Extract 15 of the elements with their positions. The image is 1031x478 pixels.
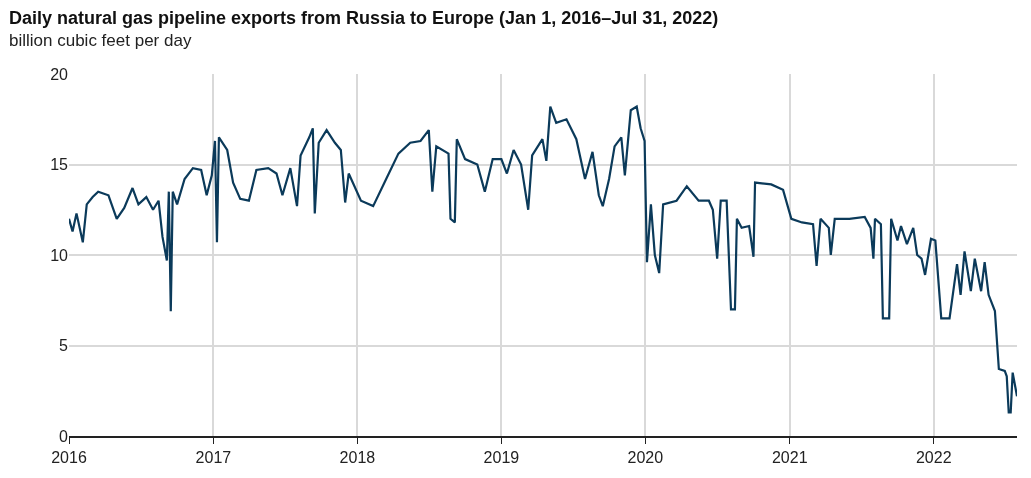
- x-tick-label: 2016: [51, 448, 87, 466]
- y-tick-label: 15: [50, 156, 69, 174]
- chart-subtitle: billion cubic feet per day: [9, 31, 192, 50]
- x-tick-label: 2017: [195, 448, 232, 466]
- x-tick-label: 2020: [627, 448, 664, 466]
- x-tick-label: 2018: [339, 448, 376, 466]
- x-tick-label: 2019: [483, 448, 520, 466]
- x-tick-label: 2022: [915, 448, 952, 466]
- chart-title: Daily natural gas pipeline exports from Russia to Europe (Jan 1, 2016–Jul 31, 2022): [9, 8, 719, 28]
- line-series: [69, 105, 1017, 414]
- y-tick-label: 0: [59, 427, 69, 445]
- x-tick-label: 2021: [771, 448, 808, 466]
- y-tick-label: 5: [59, 337, 69, 355]
- y-tick-label: 20: [50, 65, 69, 83]
- y-tick-label: 10: [50, 246, 69, 264]
